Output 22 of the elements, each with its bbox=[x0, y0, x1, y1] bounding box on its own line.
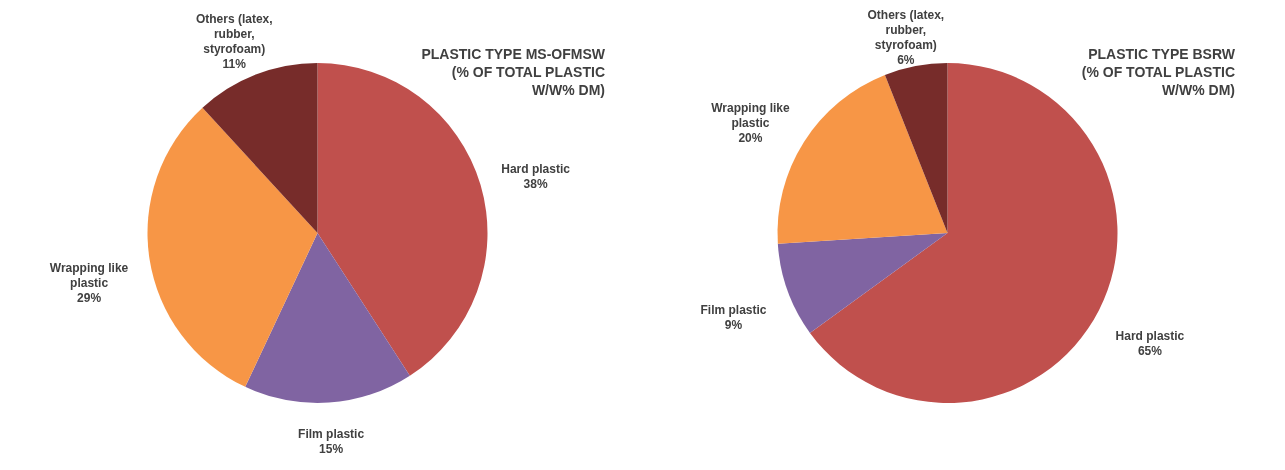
data-label: 15% bbox=[319, 442, 344, 457]
pie-slice bbox=[884, 63, 948, 233]
slice-label: Others (latex, rubber, styrofoam) bbox=[195, 12, 273, 57]
slice-label: Wrapping like plastic bbox=[49, 260, 129, 290]
data-label: 29% bbox=[77, 290, 102, 305]
slice-label: Film plastic bbox=[700, 303, 767, 318]
slice-label: Film plastic bbox=[298, 427, 365, 442]
slice-label: Others (latex, rubber, styrofoam) bbox=[867, 7, 945, 52]
data-label: 6% bbox=[897, 52, 915, 67]
data-label: 38% bbox=[523, 176, 548, 191]
text: PLASTIC TYPE BSRW (% OF TOTAL PLASTIC W/W% DM) bbox=[1081, 46, 1236, 98]
pie-slice bbox=[777, 233, 948, 333]
data-label: 9% bbox=[724, 318, 743, 333]
pie-slice bbox=[245, 233, 410, 403]
text: PLASTIC TYPE MS-OFMSW (% OF TOTAL PLASTIC W/W% DM) bbox=[421, 46, 606, 98]
data-label: 11% bbox=[222, 57, 247, 72]
pie-slice bbox=[147, 107, 318, 387]
slice-label: Hard plastic bbox=[501, 161, 571, 176]
data-label: 20% bbox=[738, 130, 763, 145]
slice-label: Hard plastic bbox=[1115, 329, 1185, 344]
slice-label: Wrapping like plastic bbox=[711, 100, 790, 130]
data-label: 65% bbox=[1137, 344, 1163, 359]
